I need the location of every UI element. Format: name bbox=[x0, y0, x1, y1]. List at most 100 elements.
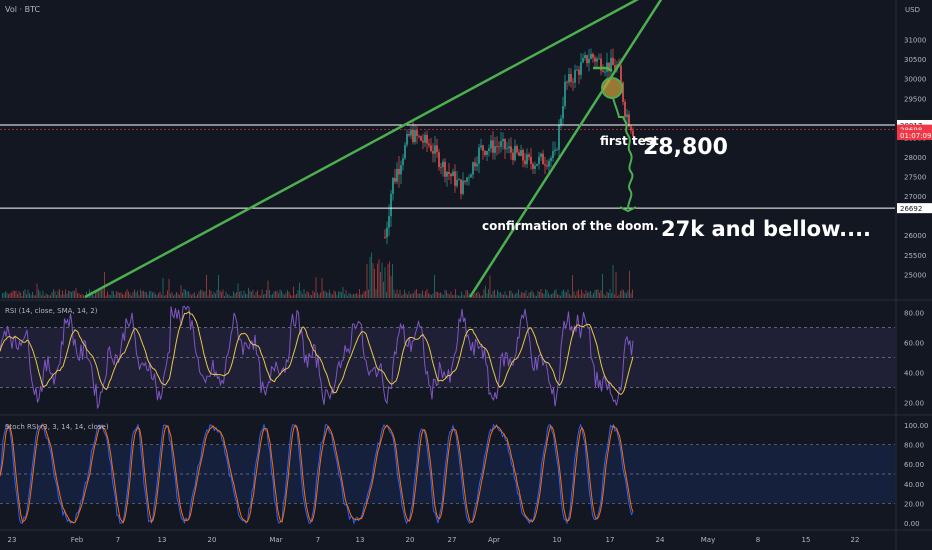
candle-body bbox=[580, 62, 582, 75]
volume-bar bbox=[624, 292, 626, 298]
volume-bar bbox=[597, 289, 599, 298]
stoch-k-line bbox=[0, 423, 634, 525]
volume-bar bbox=[522, 292, 524, 298]
volume-bar bbox=[461, 291, 462, 298]
volume-bar bbox=[204, 291, 206, 298]
volume-bar bbox=[174, 294, 176, 298]
volume-bar bbox=[426, 289, 428, 298]
volume-bar bbox=[363, 291, 365, 298]
volume-bar bbox=[450, 291, 452, 298]
volume-bar bbox=[536, 295, 537, 298]
volume-bar bbox=[489, 275, 491, 298]
volume-bar bbox=[575, 295, 576, 298]
volume-bar bbox=[495, 295, 497, 298]
price-axis[interactable]: 3100030500300002950028500280002750027000… bbox=[904, 37, 926, 280]
volume-bar bbox=[516, 292, 518, 298]
candle-body bbox=[596, 58, 598, 62]
volume-bars bbox=[2, 252, 633, 298]
volume-bar bbox=[350, 293, 351, 298]
stoch-axis[interactable]: 100.00 80.00 60.00 40.00 20.00 0.00 bbox=[904, 422, 929, 528]
price-label-box bbox=[897, 203, 932, 214]
volume-bar bbox=[404, 289, 405, 298]
volume-bar bbox=[326, 292, 327, 298]
stoch-guides bbox=[0, 444, 895, 504]
volume-bar bbox=[47, 294, 48, 298]
volume-bar bbox=[555, 289, 557, 298]
rsi-panel[interactable]: RSI (14, close, SMA, 14, 2) 80.00 60.00 40… bbox=[0, 305, 924, 409]
candle-body bbox=[590, 54, 592, 59]
volume-bar bbox=[113, 291, 114, 298]
time-axis[interactable]: 23 Feb 7 13 20 Mar 7 13 20 27 Apr 10 17 24 May 8 15 22 bbox=[8, 536, 860, 544]
volume-bar bbox=[411, 293, 413, 298]
volume-bar bbox=[368, 289, 369, 298]
volume-bar bbox=[371, 252, 372, 298]
candle-body bbox=[464, 180, 466, 182]
volume-bar bbox=[245, 293, 246, 298]
volume-bar bbox=[432, 293, 434, 298]
candle-body bbox=[398, 168, 400, 175]
volume-bar bbox=[261, 289, 263, 298]
volume-bar bbox=[482, 295, 483, 298]
volume-bar bbox=[275, 291, 276, 298]
candle-body bbox=[408, 134, 410, 136]
volume-bar bbox=[177, 293, 179, 298]
volume-bar bbox=[132, 291, 134, 298]
price-tick-label: 30000 bbox=[904, 76, 926, 84]
volume-bar bbox=[378, 259, 380, 298]
candle-body bbox=[604, 71, 606, 73]
volume-bar bbox=[365, 290, 366, 298]
volume-bar bbox=[401, 295, 402, 298]
volume-bar bbox=[386, 292, 387, 298]
volume-bar bbox=[20, 292, 21, 298]
candle-body bbox=[524, 160, 526, 165]
volume-bar bbox=[161, 294, 162, 298]
volume-bar bbox=[317, 292, 318, 298]
volume-bar bbox=[228, 294, 230, 298]
candle-body bbox=[526, 154, 528, 165]
volume-bar bbox=[344, 294, 345, 298]
volume-bar bbox=[599, 292, 600, 298]
volume-bar bbox=[611, 293, 612, 298]
volume-bar bbox=[479, 293, 480, 298]
volume-bar bbox=[167, 290, 168, 298]
volume-bar bbox=[128, 291, 129, 298]
volume-bar bbox=[327, 292, 329, 298]
candle-body bbox=[490, 140, 492, 149]
volume-bar bbox=[24, 289, 26, 298]
candle-body bbox=[412, 129, 414, 143]
volume-bar bbox=[410, 294, 411, 298]
rsi-axis[interactable]: 80.00 60.00 40.00 20.00 bbox=[904, 310, 924, 408]
volume-bar bbox=[119, 292, 120, 298]
volume-bar bbox=[336, 295, 338, 298]
candle-body bbox=[540, 153, 542, 157]
candle-body bbox=[494, 146, 496, 153]
volume-bar bbox=[56, 295, 57, 298]
volume-bar bbox=[29, 293, 30, 298]
volume-bar bbox=[221, 292, 222, 298]
stoch-d-line bbox=[0, 424, 634, 524]
volume-bar bbox=[23, 291, 24, 298]
volume-bar bbox=[99, 289, 101, 298]
volume-bar bbox=[146, 292, 147, 298]
volume-bar bbox=[54, 291, 56, 298]
volume-bar bbox=[548, 292, 549, 298]
candle-body bbox=[452, 171, 454, 177]
volume-bar bbox=[443, 295, 444, 298]
price-panel[interactable]: Vol · BTC USD 31000305003000029500285002… bbox=[0, 0, 932, 299]
volume-bar bbox=[506, 294, 507, 298]
stoch-title: Stoch RSI (3, 3, 14, 14, close) bbox=[5, 423, 109, 431]
volume-bar bbox=[399, 289, 401, 298]
volume-bar bbox=[170, 293, 171, 298]
volume-bar bbox=[527, 295, 528, 298]
volume-bar bbox=[390, 275, 392, 298]
candle-body bbox=[624, 101, 626, 118]
stoch-rsi-panel[interactable]: Stoch RSI (3, 3, 14, 14, close) 100.00 80… bbox=[0, 422, 929, 528]
volume-bar bbox=[434, 274, 435, 298]
volume-bar bbox=[308, 292, 309, 298]
volume-bar bbox=[3, 292, 5, 298]
volume-bar bbox=[258, 294, 260, 298]
volume-bar bbox=[476, 292, 477, 298]
volume-bar bbox=[348, 293, 350, 298]
trendlines bbox=[84, 0, 663, 299]
